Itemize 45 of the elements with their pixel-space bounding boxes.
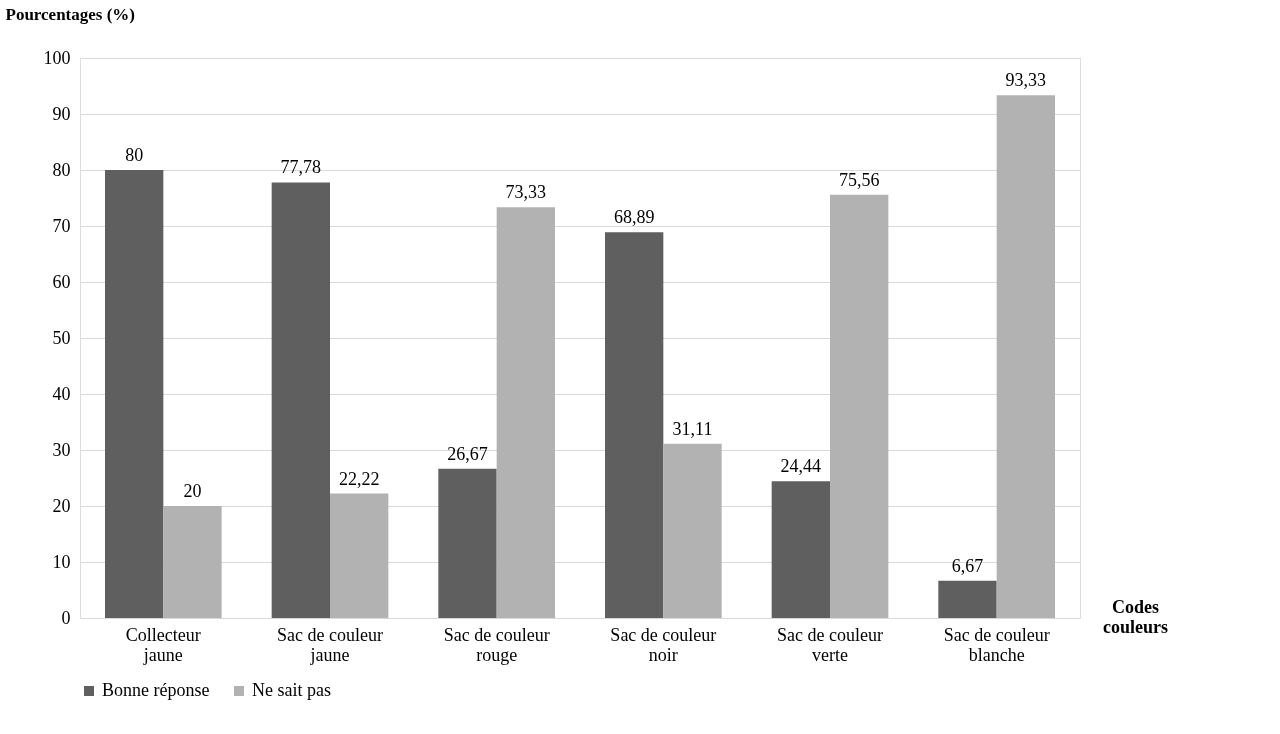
- legend-label: Bonne réponse: [102, 680, 210, 700]
- data-label: 31,11: [672, 418, 713, 439]
- y-tick-label: 30: [52, 439, 71, 460]
- data-label: 93,33: [1005, 70, 1047, 91]
- y-tick-label: 40: [52, 383, 71, 404]
- data-label: 6,67: [951, 555, 984, 576]
- data-label: 73,33: [505, 182, 547, 203]
- x-tick-label: Sac de couleur noir: [610, 624, 717, 665]
- x-tick-label: Sac de couleur verte: [777, 624, 883, 665]
- bar: [330, 493, 389, 618]
- bar: [663, 443, 722, 618]
- legend-label: Ne sait pas: [252, 680, 331, 700]
- y-tick-label: 90: [52, 103, 71, 124]
- y-tick-label: 70: [52, 215, 71, 236]
- data-label: 22,22: [338, 468, 380, 489]
- y-tick-label: 80: [52, 159, 71, 180]
- y-tick-label: 20: [52, 495, 71, 516]
- y-axis-title: Pourcentages (%): [5, 4, 136, 24]
- bar: [605, 232, 664, 618]
- data-label: 26,67: [447, 443, 488, 464]
- data-label: 77,78: [280, 157, 322, 178]
- y-tick-label: 60: [52, 271, 71, 292]
- x-axis-title: Codes couleurs: [1103, 596, 1168, 637]
- bar: [996, 95, 1055, 618]
- bar: [938, 580, 997, 618]
- y-tick-label: 10: [52, 551, 71, 572]
- y-tick-label: 100: [43, 47, 71, 68]
- bar: [496, 207, 555, 618]
- data-label: 68,89: [613, 207, 655, 228]
- bar: [163, 506, 222, 618]
- bar: [438, 468, 497, 618]
- data-label: 80: [125, 145, 144, 165]
- x-tick-label: Sac de couleur rouge: [443, 624, 550, 665]
- y-tick-label: 0: [61, 607, 71, 628]
- y-tick-label: 50: [52, 327, 71, 348]
- x-tick-label: Sac de couleur blanche: [943, 624, 1050, 665]
- x-tick-label: Collecteur jaune: [125, 624, 201, 665]
- data-label: 24,44: [780, 456, 822, 477]
- x-tick-label: Sac de couleur jaune: [277, 624, 383, 665]
- bar: [271, 182, 330, 618]
- data-label: 20: [183, 481, 202, 501]
- bar: [830, 194, 889, 618]
- bar: [771, 481, 830, 618]
- bar: [105, 170, 164, 618]
- data-label: 75,56: [838, 169, 880, 190]
